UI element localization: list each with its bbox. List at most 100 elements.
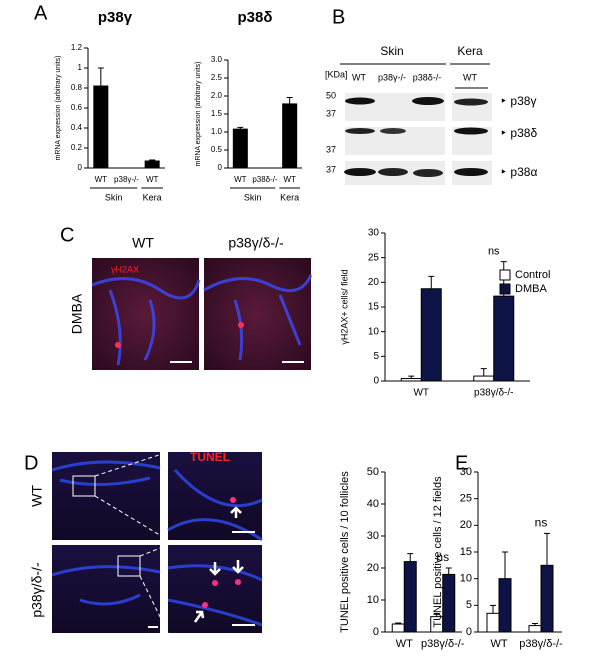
chart: p38δ mRNA expression (arbitrary units) 0 0.… (195, 9, 302, 202)
micrograph (204, 258, 311, 370)
tissue (51, 460, 263, 627)
y-tick-label: 0 (466, 626, 472, 638)
stain-label: TUNEL (190, 450, 230, 464)
panel-letter: B (332, 6, 345, 28)
error-bar (428, 275, 435, 289)
marker: 37 (326, 164, 336, 174)
y-tick-label: 1.5 (211, 109, 223, 118)
x-tick-label: WT (146, 175, 159, 184)
marker: 37 (326, 108, 336, 118)
micrographs-c: WT p38γ/δ-/- DMBA γH2AX (69, 235, 313, 370)
chart: TUNEL positive cells / 12 fields 0 5 10 15 20… (432, 466, 563, 650)
y-tick-label: 10 (368, 326, 380, 337)
y-tick-label: 15 (460, 546, 472, 558)
y-tick-label: 0 (373, 626, 379, 638)
error-bar (544, 532, 550, 566)
y-tick-label: 1.0 (211, 127, 223, 136)
legend-swatch (499, 283, 511, 295)
bar (420, 288, 442, 382)
chart: p38γ mRNA expression (arbitrary units) 0 0.… (55, 9, 165, 202)
legend-label: Control (515, 269, 550, 281)
panel-letter: E (455, 452, 468, 474)
western-blot: Skin Kera [KDa] WT p38γ-/- p38δ-/- WT 50… (325, 44, 537, 185)
x-tick-label: WT (95, 175, 108, 184)
error-bar (502, 551, 508, 579)
tissue (91, 274, 313, 366)
y-tick-label: 15 (368, 302, 380, 313)
band (412, 97, 444, 105)
y-tick-label: 2.0 (211, 91, 223, 100)
x-tick-label: p38γ/δ-/- (421, 638, 465, 650)
y-tick-label: 0.5 (211, 145, 223, 154)
marker: 37 (326, 144, 336, 154)
x-tick-label: p38δ-/- (252, 175, 278, 184)
zoom-lines (94, 451, 169, 634)
micrographs-d: WT p38γ/δ-/- TUNEL (29, 450, 263, 634)
blot-group: Skin (380, 44, 403, 58)
signal (235, 579, 241, 585)
error-bar (286, 96, 293, 104)
legend-swatch (499, 269, 511, 281)
error-bar (532, 622, 538, 626)
zoom-box (117, 555, 141, 577)
bar (528, 625, 542, 633)
row-label: WT (29, 485, 45, 507)
band (378, 168, 408, 176)
column-label: WT (132, 235, 154, 251)
bar (442, 573, 456, 633)
protein-label: ‣ p38δ (500, 126, 537, 140)
x-tick-label: p38γ/δ-/- (519, 638, 563, 650)
bar (498, 578, 512, 633)
bar (540, 564, 554, 633)
y-tick-label: 0.4 (71, 123, 83, 132)
y-tick-label: 5 (466, 599, 472, 611)
bar (473, 375, 495, 382)
error-bar (433, 612, 440, 617)
signal (230, 497, 236, 503)
bar (282, 103, 298, 169)
y-tick-label: 1 (78, 63, 83, 72)
lane-label: WT (352, 72, 366, 82)
legend-label: DMBA (515, 283, 547, 295)
error-bar (407, 553, 414, 562)
y-tick-label: 10 (460, 573, 472, 585)
x-tick-label: WT (283, 175, 296, 184)
y-tick-label: 20 (368, 277, 380, 288)
band (345, 97, 375, 105)
bar (93, 85, 109, 169)
band (454, 127, 488, 135)
error-bar (490, 604, 496, 614)
error-bar (408, 375, 415, 379)
y-axis-label: γH2AX+ cells/ field (339, 269, 349, 344)
y-tick-label: 20 (367, 562, 379, 574)
chart-title: p38δ (238, 9, 273, 26)
panel-letter: C (60, 224, 74, 246)
x-tick-label: WT (413, 388, 429, 399)
y-axis-label: mRNA expression (arbitrary units) (55, 55, 62, 160)
bar (493, 295, 515, 382)
error-bar (97, 67, 104, 86)
error-bar (395, 622, 402, 624)
y-tick-label: 40 (367, 498, 379, 510)
row-label: DMBA (69, 293, 85, 334)
lane-label: p38δ-/- (413, 72, 442, 82)
y-tick-label: 50 (367, 466, 379, 478)
x-tick-label: p38γ-/- (114, 175, 139, 184)
arrow (193, 506, 244, 623)
bar (403, 561, 417, 633)
x-tick-label: WT (234, 175, 247, 184)
blot-group: Kera (457, 44, 483, 58)
band (344, 168, 376, 176)
x-tick-label: WT (490, 638, 507, 650)
x-tick-label: WT (396, 638, 413, 650)
y-tick-label: 10 (367, 594, 379, 606)
y-tick-label: 0 (78, 163, 83, 172)
y-axis-label: TUNEL positive cells / 12 fields (432, 476, 444, 628)
blot-strip (452, 93, 492, 121)
bar (144, 160, 160, 169)
y-tick-label: 0 (373, 376, 379, 387)
signal (212, 580, 218, 586)
row-label: p38γ/δ-/- (29, 562, 45, 618)
y-axis-label: mRNA expression (arbitrary units) (195, 61, 202, 166)
